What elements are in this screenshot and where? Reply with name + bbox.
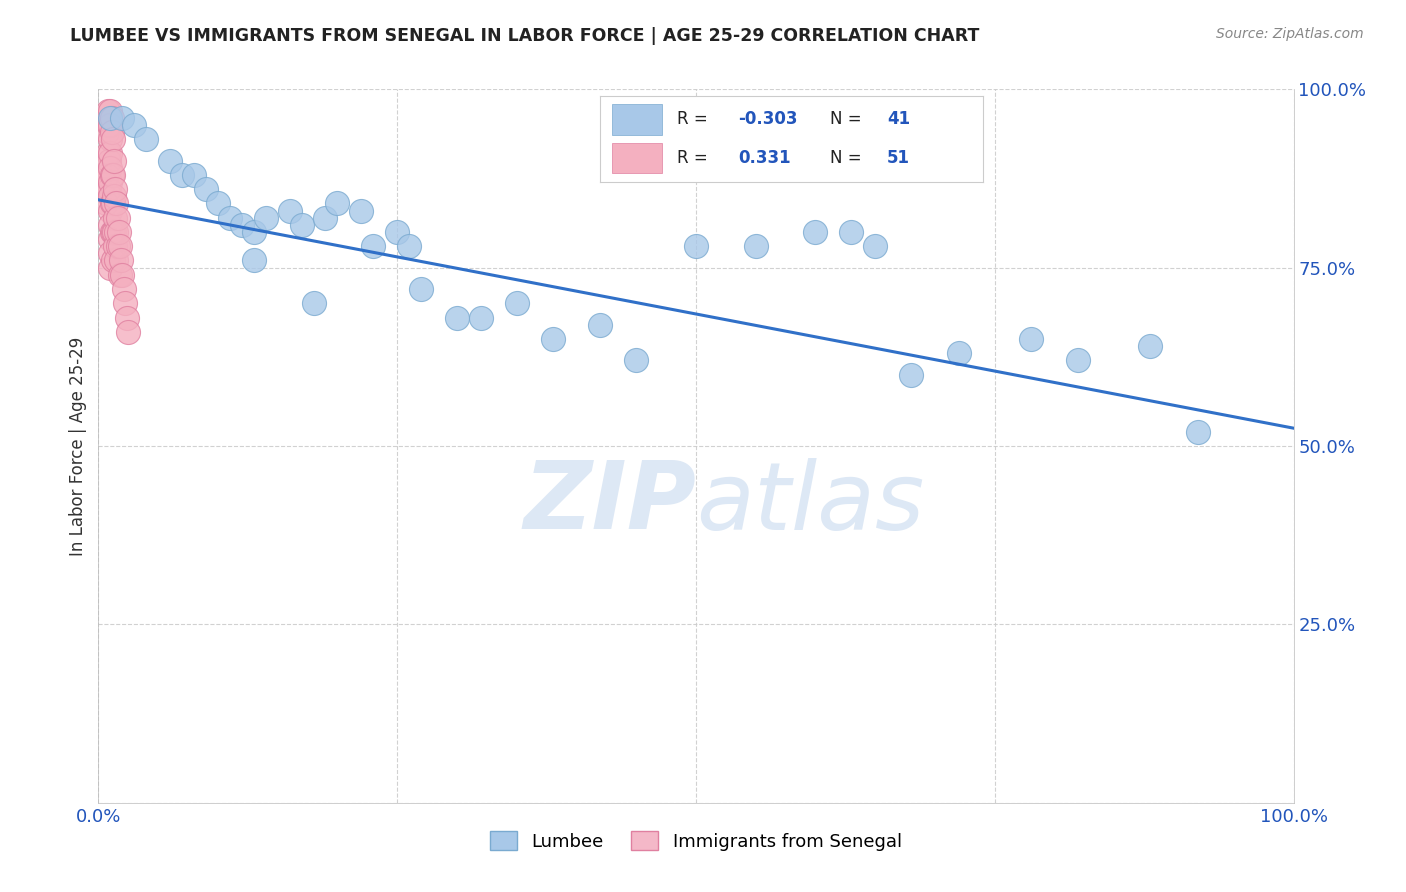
Point <box>98 246 122 260</box>
Point <box>111 111 134 125</box>
Point <box>107 225 129 239</box>
Point <box>117 325 139 339</box>
Point <box>315 211 337 225</box>
Point <box>411 282 433 296</box>
Point <box>100 125 122 139</box>
Legend: Lumbee, Immigrants from Senegal: Lumbee, Immigrants from Senegal <box>484 824 908 858</box>
Point <box>105 196 128 211</box>
Point <box>93 175 115 189</box>
Point <box>96 125 118 139</box>
Point <box>98 232 122 246</box>
Point <box>94 196 117 211</box>
Point <box>124 118 146 132</box>
Point <box>1187 425 1209 439</box>
Point <box>114 296 136 310</box>
Point <box>326 196 349 211</box>
Point <box>207 196 229 211</box>
Point <box>98 182 121 196</box>
Point <box>1139 339 1161 353</box>
Point <box>98 118 121 132</box>
Point <box>108 268 131 282</box>
Point <box>107 211 129 225</box>
Point <box>101 196 124 211</box>
Point <box>96 168 118 182</box>
Point <box>97 146 120 161</box>
Point <box>865 239 887 253</box>
Text: atlas: atlas <box>696 458 924 549</box>
Point <box>243 253 266 268</box>
Point <box>385 225 409 239</box>
Point <box>112 282 135 296</box>
Point <box>100 196 122 211</box>
Point <box>100 111 122 125</box>
Point <box>841 225 863 239</box>
Point <box>219 211 242 225</box>
Point <box>98 153 121 168</box>
Point <box>103 153 125 168</box>
Point <box>745 239 768 253</box>
Point <box>1067 353 1090 368</box>
Point <box>195 182 218 196</box>
Point <box>183 168 205 182</box>
Point <box>103 189 125 203</box>
Point <box>98 218 122 232</box>
Point <box>100 225 122 239</box>
Point <box>98 146 122 161</box>
Point <box>100 168 122 182</box>
Point <box>948 346 970 360</box>
Point <box>900 368 922 382</box>
Point <box>172 168 194 182</box>
Point <box>1019 332 1042 346</box>
Point <box>302 296 325 310</box>
Point <box>626 353 648 368</box>
Point <box>101 168 124 182</box>
Point <box>98 111 122 125</box>
Point <box>111 268 134 282</box>
Point <box>101 132 124 146</box>
Point <box>243 225 266 239</box>
Text: LUMBEE VS IMMIGRANTS FROM SENEGAL IN LABOR FORCE | AGE 25-29 CORRELATION CHART: LUMBEE VS IMMIGRANTS FROM SENEGAL IN LAB… <box>70 27 980 45</box>
Point <box>291 218 314 232</box>
Point <box>98 118 122 132</box>
Point <box>104 239 127 253</box>
Point <box>107 239 129 253</box>
Point <box>101 253 124 268</box>
Point <box>231 218 253 232</box>
Point <box>103 225 125 239</box>
Point <box>350 203 373 218</box>
Point <box>398 239 420 253</box>
Y-axis label: In Labor Force | Age 25-29: In Labor Force | Age 25-29 <box>69 336 87 556</box>
Text: Source: ZipAtlas.com: Source: ZipAtlas.com <box>1216 27 1364 41</box>
Point <box>541 332 564 346</box>
Point <box>363 239 385 253</box>
Point <box>98 103 122 118</box>
Point <box>101 225 124 239</box>
Point <box>115 310 138 325</box>
Point <box>98 203 122 218</box>
Point <box>278 203 301 218</box>
Point <box>685 239 707 253</box>
Point <box>105 253 128 268</box>
Point <box>105 225 128 239</box>
Point <box>135 132 157 146</box>
Point <box>108 239 131 253</box>
Point <box>110 253 132 268</box>
Point <box>98 132 122 146</box>
Point <box>97 103 120 118</box>
Point <box>104 182 127 196</box>
Point <box>804 225 827 239</box>
Point <box>159 153 181 168</box>
Point <box>506 296 529 310</box>
Point <box>470 310 492 325</box>
Point <box>98 175 122 189</box>
Point <box>98 260 122 275</box>
Point <box>589 318 612 332</box>
Point <box>254 211 277 225</box>
Point <box>98 161 122 175</box>
Point <box>98 189 122 203</box>
Point <box>104 211 127 225</box>
Point <box>446 310 468 325</box>
Text: ZIP: ZIP <box>523 457 696 549</box>
